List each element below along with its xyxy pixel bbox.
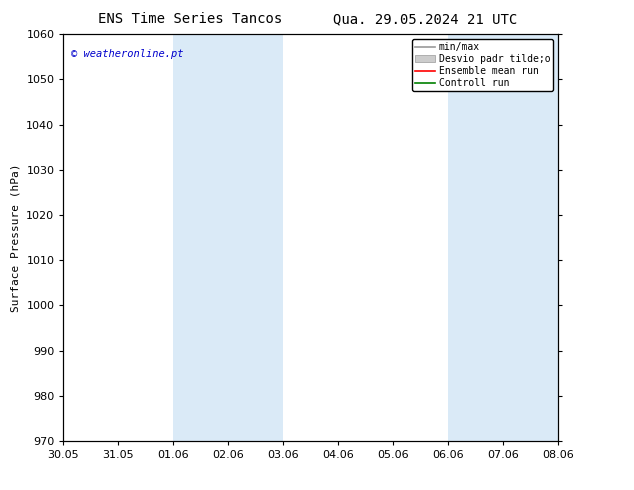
Legend: min/max, Desvio padr tilde;o, Ensemble mean run, Controll run: min/max, Desvio padr tilde;o, Ensemble m… — [412, 39, 553, 91]
Text: © weatheronline.pt: © weatheronline.pt — [71, 49, 183, 58]
Y-axis label: Surface Pressure (hPa): Surface Pressure (hPa) — [11, 163, 21, 312]
Bar — [448, 34, 558, 441]
Text: Qua. 29.05.2024 21 UTC: Qua. 29.05.2024 21 UTC — [333, 12, 517, 26]
Text: ENS Time Series Tancos: ENS Time Series Tancos — [98, 12, 282, 26]
Bar — [173, 34, 283, 441]
